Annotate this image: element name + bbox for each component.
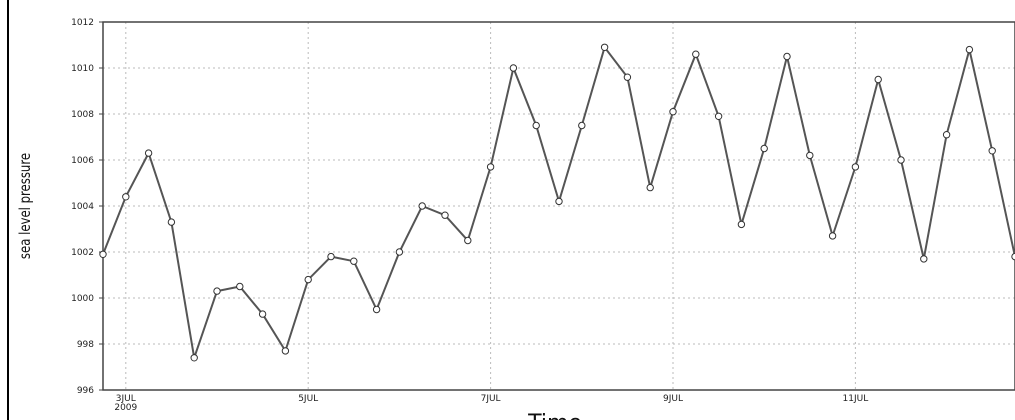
data-point — [532, 121, 540, 130]
data-point — [99, 250, 107, 259]
data-point — [578, 121, 586, 130]
data-point — [190, 354, 198, 362]
data-point — [167, 218, 176, 226]
data-point — [806, 151, 814, 160]
data-point — [988, 147, 996, 155]
data-point — [395, 248, 404, 256]
data-point — [600, 43, 609, 51]
data-point — [372, 305, 381, 314]
data-point — [623, 73, 632, 81]
y-tick-label: 1012 — [71, 18, 94, 28]
data-point — [122, 193, 130, 201]
data-point — [213, 287, 221, 295]
y-tick-label: 998 — [77, 340, 94, 350]
data-point — [897, 156, 905, 164]
x-tick-label: 5JUL — [298, 394, 318, 404]
data-point — [350, 257, 358, 265]
data-point — [281, 347, 290, 355]
data-point — [258, 310, 267, 318]
y-axis-label: sea level pressure — [18, 153, 35, 259]
data-point — [669, 108, 677, 116]
data-point — [327, 252, 335, 261]
data-point — [783, 52, 791, 61]
data-point — [737, 220, 746, 229]
data-point — [144, 149, 153, 157]
y-tick-label: 1002 — [71, 248, 94, 258]
data-point — [942, 131, 951, 139]
data-point — [236, 282, 244, 291]
x-axis-label: Time — [527, 411, 582, 420]
x-tick-sublabel: 2009 — [114, 403, 137, 413]
x-tick-label: 11JUL — [843, 394, 869, 404]
y-tick-label: 1000 — [71, 294, 94, 304]
y-tick-label: 996 — [77, 386, 94, 396]
y-tick-label: 1008 — [71, 110, 94, 120]
data-point — [418, 202, 426, 210]
data-point — [692, 50, 700, 58]
data-point — [965, 45, 974, 54]
x-tick-label: 9JUL — [663, 394, 683, 404]
data-point — [441, 211, 449, 219]
y-tick-label: 1010 — [71, 64, 94, 74]
data-point — [486, 163, 495, 171]
data-point — [304, 275, 312, 284]
data-points — [99, 43, 1015, 362]
y-tick-label: 1004 — [71, 202, 94, 212]
data-point — [760, 144, 768, 153]
data-point — [851, 163, 860, 171]
data-point — [714, 112, 723, 121]
x-tick-label: 3JUL — [116, 394, 136, 404]
y-tick-label: 1006 — [71, 156, 94, 166]
y-axis: 996 998 1000 1002 1004 1006 1008 1010 1012 — [71, 18, 103, 396]
data-point — [555, 197, 563, 206]
data-point — [874, 75, 882, 84]
data-point — [464, 236, 472, 245]
data-point — [509, 64, 518, 72]
data-point — [828, 232, 837, 240]
data-point — [920, 255, 928, 263]
x-tick-label: 7JUL — [481, 394, 501, 404]
data-point — [646, 183, 654, 192]
